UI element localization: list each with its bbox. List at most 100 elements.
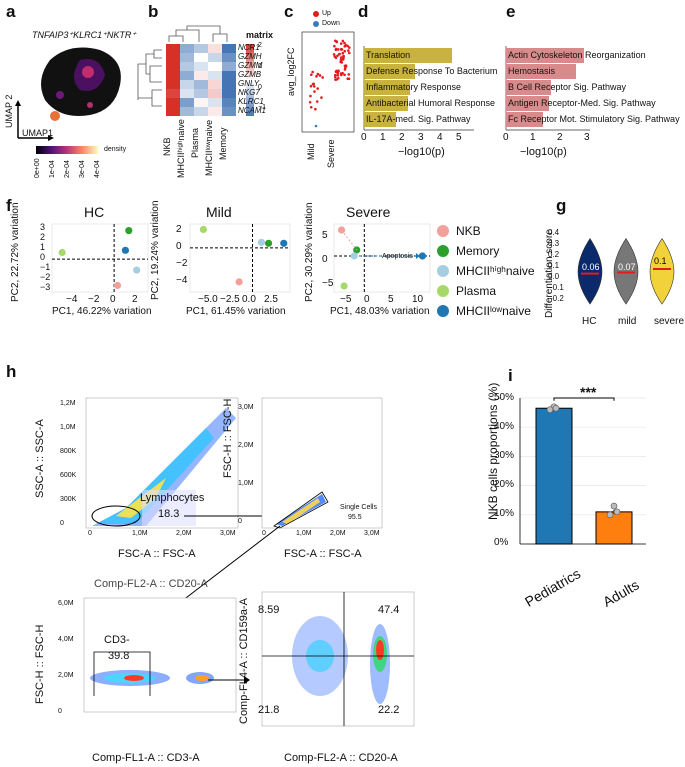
g-ytick: −0.1 [548,283,564,292]
p1-xtick: 1,0M [132,530,148,537]
down-gene-point [314,124,318,128]
d-bar-1: Defense Response To Bacterium [364,64,497,79]
up-gene-point [311,70,314,74]
bar-adults [595,511,633,545]
up-gene-point [332,53,336,56]
p1-ytick: 800K [60,448,77,455]
f-severe-xtick: −5 [340,294,352,305]
up-gene-point [340,48,343,51]
g-ytick: −0.2 [548,294,564,303]
heatmap-cell [180,62,194,71]
pca-point [280,239,288,247]
up-dot-icon [313,11,319,17]
p2-xtick: 1,0M [296,530,312,537]
heatmap-cell [222,98,236,107]
f-mild-xtick: 0.0 [242,294,256,305]
legend-up: Up [322,10,331,17]
up-gene-point [342,57,345,61]
f-hc-title: HC [84,204,105,220]
violin-category: mild [618,316,637,327]
density-legend-label: density [104,146,127,153]
nkb-trajectory-arrow [341,229,358,251]
d-xtick: 3 [418,132,424,143]
f-mild-title: Mild [206,204,232,220]
panel-label-h: h [6,362,17,381]
up-gene-point [333,55,337,58]
d-xlabel: −log10(p) [398,146,445,158]
p2-xtick: 3,0M [364,530,380,537]
f-hc-ytick: −3 [40,282,51,292]
heatmap-cell [166,62,180,71]
d-bar-3: Antibacterial Humoral Response [364,96,495,111]
f-severe-ytick: 0 [322,254,328,265]
replicate-point [613,508,621,516]
g-ytick: 0.0 [548,272,560,281]
f-hc-ytick: −2 [40,272,51,282]
e-xlabel: −log10(p) [520,146,567,158]
f-severe-xtick: 0 [364,294,370,305]
flow-plot-singlets [261,397,383,529]
violin-category: severe [654,316,685,327]
heatmap-cell [194,53,208,62]
heatmap-legend-tick-2: 2 [258,42,262,49]
heatmap-cell [208,107,222,116]
e-xtick: 3 [584,132,590,143]
pca-legend-item: MHCIIˡᵒʷnaive [456,304,531,318]
up-gene-point [344,66,347,70]
pca-legend-item: Memory [456,244,500,258]
heatmap-cell [194,98,208,107]
replicate-point [606,511,614,519]
heatmap-cell [180,44,194,53]
density-tick-3: 3e-04 [79,160,86,178]
density-tick-1: 1e-04 [49,160,56,178]
heatmap-col-plasma: Plasma [190,127,200,158]
e-bar-2: B Cell Receptor Sig. Pathway [506,80,626,95]
up-gene-point [309,94,312,98]
up-gene-point [312,85,316,88]
heatmap-legend-tick-m1: −1 [258,104,266,111]
p1-xtick: 0 [88,530,92,537]
e-bar-3: Antigen Receptor-Med. Sig. Pathway [506,96,656,111]
heatmap-row-label: GNLY [238,79,260,88]
heatmap-cell [194,71,208,80]
p3-title: Comp-FL2-A :: CD20-A [94,578,208,590]
heatmap-row-label: KLRC1 [238,97,264,106]
g-ytick: 0.1 [548,261,560,270]
panel-label-e: e [506,2,516,21]
d-xtick: 0 [361,132,367,143]
pca-point [113,281,122,290]
up-gene-point [318,74,322,77]
p3-ytick: 0 [58,708,62,715]
differentiation-violin-plot [577,237,675,305]
up-gene-point [337,52,341,56]
heatmap-cell [194,44,208,53]
up-gene-point [314,107,317,111]
up-gene-point [334,78,337,81]
pca-severe-plot [333,223,431,293]
up-gene-point [346,44,349,48]
density-tick-2: 2e-04 [64,160,71,178]
p1-xlabel: FSC-A :: FSC-A [118,548,196,560]
up-gene-point [311,82,315,86]
legend-dot-icon [437,265,449,277]
g-ytick: 0.3 [548,239,560,248]
panel-label-a: a [6,2,16,21]
panel-label-i: i [508,366,513,385]
up-gene-point [346,77,350,81]
violin-median-label: 0.06 [582,262,600,272]
up-gene-point [347,51,351,55]
p3-ytick: 6,0M [58,600,74,607]
heatmap-cell [194,62,208,71]
heatmap-colorbar [246,44,254,116]
heatmap-row-label: GZMM [238,61,263,70]
legend-dot-icon [437,245,449,257]
violin-median-label: 0.07 [618,262,636,272]
heatmap-row-label: GZMB [238,70,262,79]
p2-ytick: 1,0M [238,480,254,487]
heatmap-legend-tick-0: 0 [258,84,262,91]
umap1-label: UMAP1 [22,128,54,138]
heatmap-row-label: GZMH [238,52,262,61]
pca-hc-plot [51,223,149,293]
up-gene-point [321,76,324,79]
heatmap-cell [180,107,194,116]
